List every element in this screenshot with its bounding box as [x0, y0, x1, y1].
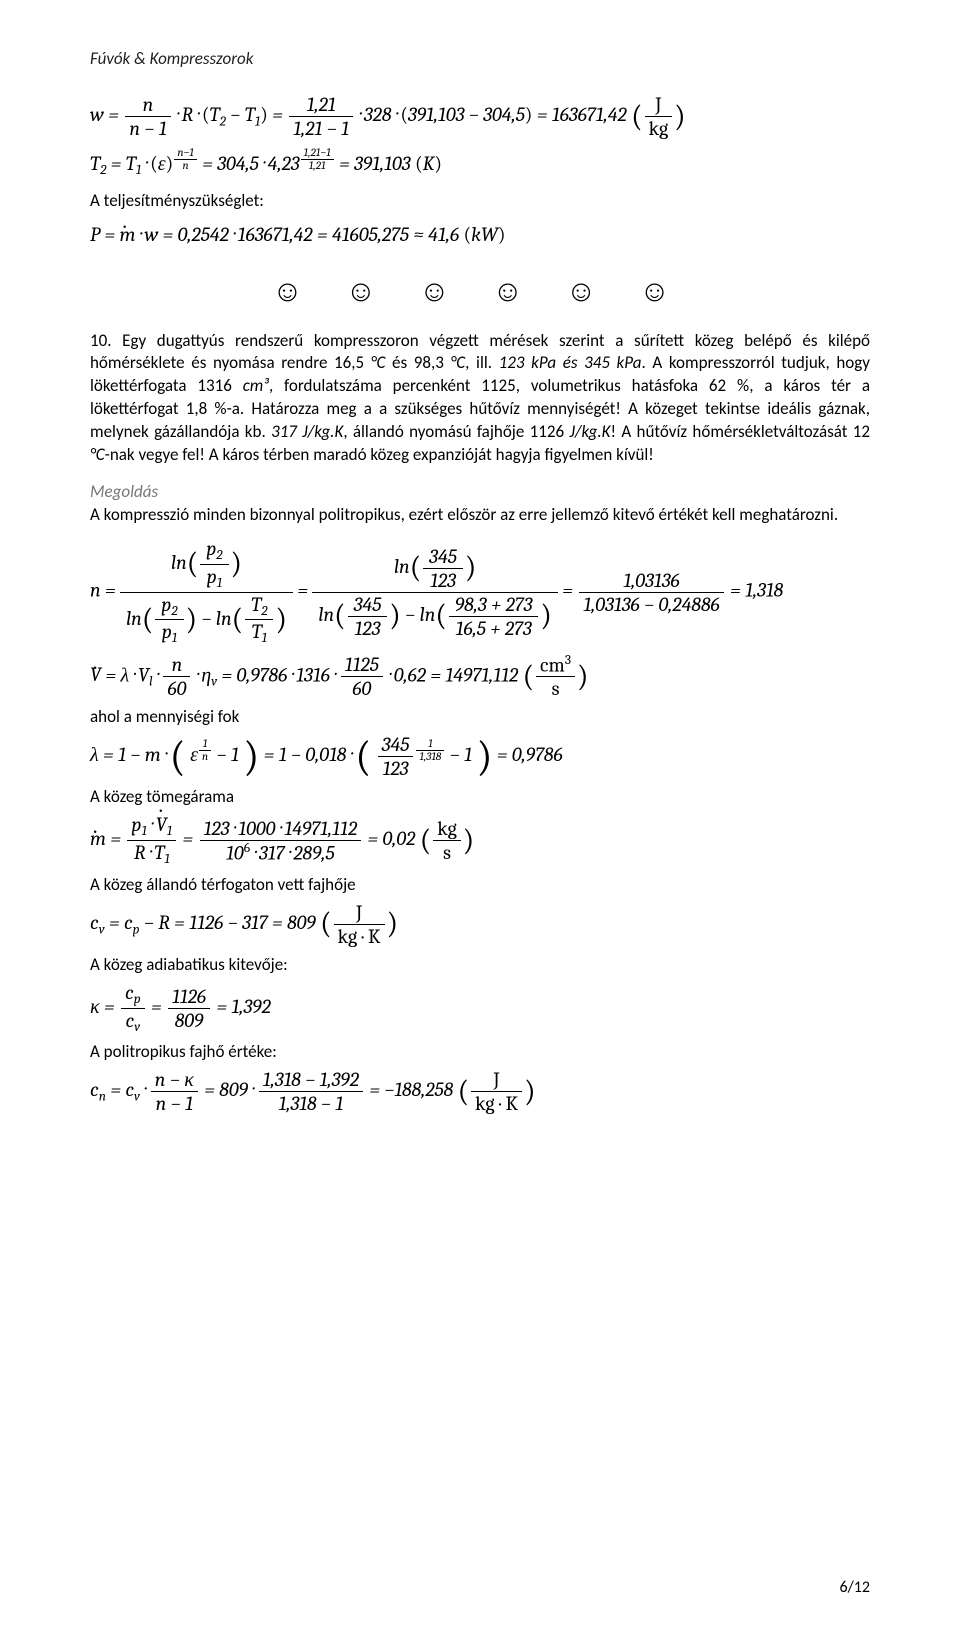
eq-p: P = m · w = 0,2542 · 163671,42 = 41605,2…	[90, 217, 870, 253]
eq-n: n = ln(p2p1) ln(p2p1) − ln(T2T1) = ln(34…	[90, 537, 870, 647]
label-mennyisegi: ahol a mennyiségi fok	[90, 706, 870, 727]
smiley-row: ☺ ☺ ☺ ☺ ☺ ☺	[90, 273, 870, 310]
eq-vdot: V = λ · Vl · n60 · ηv = 0,9786 · 1316 · …	[90, 653, 870, 700]
eq-lambda: λ = 1 − m · ( ε1n − 1 ) = 1 − 0,018 · ( …	[90, 733, 870, 780]
label-kappa: A közeg adiabatikus kitevője:	[90, 954, 870, 975]
label-cv: A közeg állandó térfogaton vett fajhője	[90, 874, 870, 895]
eq-cv: cv = cp − R = 1126 − 317 = 809 (Jkg · K)	[90, 901, 870, 948]
label-megoldas: Megoldás	[90, 481, 870, 502]
page: Fúvók & Kompresszorok w = nn − 1 · R · (…	[0, 0, 960, 1627]
eq-t2: T2 = T1 · (ε)n−1n = 304,5 · 4,231,21−11,…	[90, 146, 870, 184]
label-cn: A politropikus fajhő értéke:	[90, 1041, 870, 1062]
eq-kappa: κ = cpcv = 1126809 = 1,392	[90, 981, 870, 1035]
page-header: Fúvók & Kompresszorok	[90, 48, 870, 69]
page-footer: 6/12	[839, 1578, 870, 1597]
label-power: A teljesítményszükséglet:	[90, 190, 870, 211]
eq-mdot: m = p1 · V1R · T1 = 123 · 1000 · 14971,1…	[90, 813, 870, 867]
solution-intro: A kompresszió minden bizonnyal politropi…	[90, 504, 870, 527]
problem-10: 10. Egy dugattyús rendszerű kompresszoro…	[90, 330, 870, 468]
label-tomegaram: A közeg tömegárama	[90, 786, 870, 807]
eq-cn: cn = cv · n − κn − 1 = 809 · 1,318 − 1,3…	[90, 1068, 870, 1115]
eq-w: w = nn − 1 · R · (T2 − T1) = 1,211,21 − …	[90, 93, 870, 140]
